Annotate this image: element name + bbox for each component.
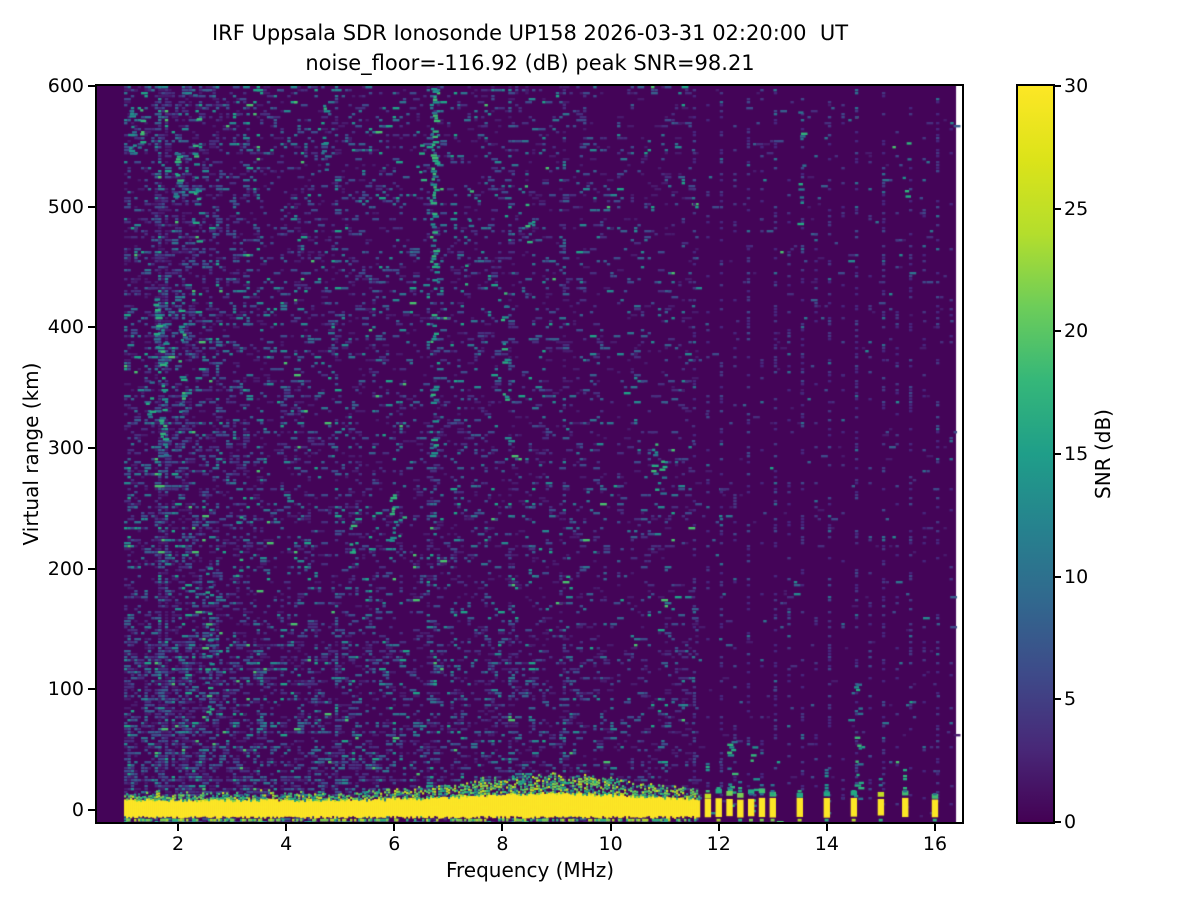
plot-title: IRF Uppsala SDR Ionosonde UP158 2026-03-… <box>211 21 849 45</box>
x-tick <box>717 823 720 831</box>
y-tick-label: 500 <box>47 195 84 218</box>
ionogram-heatmap <box>97 86 962 822</box>
x-tick <box>609 823 612 831</box>
colorbar-tick-label: 25 <box>1064 197 1089 220</box>
colorbar-tick <box>1055 330 1061 333</box>
y-tick <box>88 808 96 811</box>
x-tick-label: 14 <box>814 833 839 855</box>
colorbar-tick-label: 15 <box>1064 443 1089 465</box>
y-tick <box>88 85 96 87</box>
y-tick <box>88 688 96 691</box>
colorbar-tick <box>1055 453 1061 455</box>
x-tick-label: 8 <box>496 833 509 855</box>
colorbar-tick-label: 10 <box>1064 565 1089 588</box>
x-tick <box>825 823 828 831</box>
x-tick-label: 2 <box>172 833 185 855</box>
colorbar-tick-label: 5 <box>1064 688 1077 711</box>
x-tick-label: 10 <box>598 833 623 855</box>
x-tick <box>393 823 396 831</box>
colorbar-tick <box>1055 85 1061 87</box>
x-tick-label: 16 <box>922 833 948 855</box>
y-tick-label: 100 <box>47 678 84 701</box>
y-tick-label: 300 <box>47 436 84 459</box>
y-tick <box>88 205 96 208</box>
colorbar-tick-label: 20 <box>1064 320 1089 343</box>
x-tick <box>501 823 504 831</box>
colorbar-gradient <box>1018 86 1053 822</box>
colorbar-tick <box>1055 821 1061 823</box>
colorbar-tick <box>1055 575 1061 578</box>
x-tick <box>285 823 288 831</box>
y-tick-label: 400 <box>47 316 84 339</box>
x-tick-label: 12 <box>706 833 731 855</box>
plot-subtitle: noise_floor=-116.92 (dB) peak SNR=98.21 <box>305 51 755 75</box>
x-tick-label: 4 <box>280 833 293 855</box>
colorbar-tick <box>1055 207 1061 210</box>
y-tick-label: 0 <box>71 798 84 821</box>
y-tick-label: 600 <box>47 75 84 97</box>
y-tick <box>88 446 96 449</box>
y-tick-label: 200 <box>47 557 84 580</box>
colorbar-label: SNR (dB) <box>1091 409 1115 499</box>
colorbar-tick <box>1055 698 1061 701</box>
x-tick <box>933 823 936 831</box>
colorbar-tick-label: 30 <box>1064 75 1089 97</box>
y-tick <box>88 567 96 570</box>
x-tick-label: 6 <box>388 833 401 855</box>
y-tick <box>88 326 96 329</box>
x-tick <box>177 823 180 831</box>
x-axis-label: Frequency (MHz) <box>445 858 615 882</box>
colorbar-tick-label: 0 <box>1064 811 1077 833</box>
y-axis-label: Virtual range (km) <box>19 362 43 546</box>
